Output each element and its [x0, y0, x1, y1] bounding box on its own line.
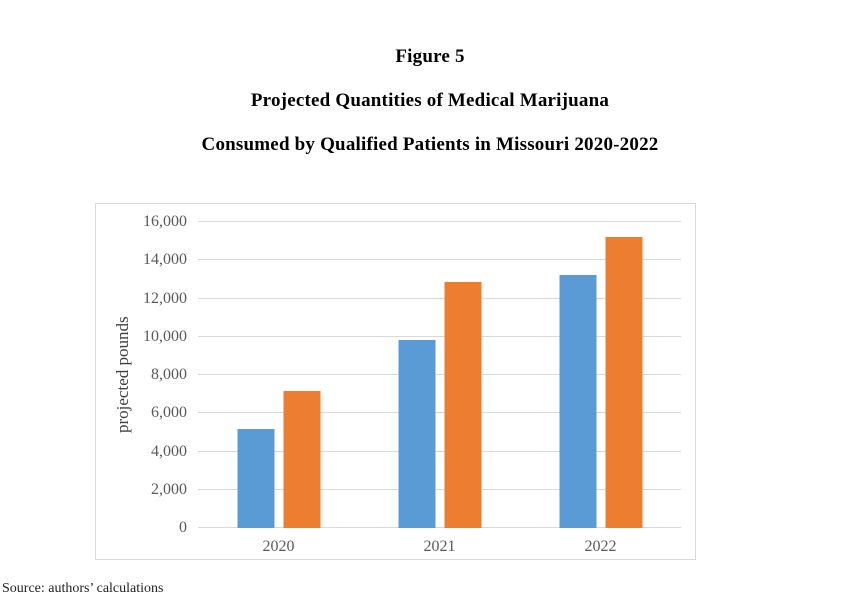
y-tick-label: 10,000 [143, 327, 187, 345]
gridline [198, 221, 681, 222]
y-axis-ticks: 0 2,000 4,000 6,000 8,000 10,000 12,000 14,000 1… [96, 204, 193, 559]
figure-title-line1: Projected Quantities of Medical Marijuan… [250, 90, 610, 111]
bar-2022-series-2 [605, 237, 642, 528]
x-tick-label-2021: 2021 [423, 538, 456, 555]
category-2022 [520, 222, 681, 528]
bar-chart: projected pounds 0 2,000 4,000 6,000 8,000 10… [95, 203, 696, 560]
bar-2020-series-1 [237, 428, 274, 528]
category-2020 [198, 222, 359, 528]
bar-2021-series-1 [398, 339, 435, 528]
bar-2020-series-2 [283, 391, 320, 528]
gridline [198, 335, 681, 337]
gridline [198, 297, 681, 299]
bar-group-2022 [559, 222, 642, 528]
bar-2021-series-2 [444, 282, 481, 528]
y-tick-label: 8,000 [151, 366, 187, 383]
bar-categories [198, 222, 681, 528]
source-note: Source: authors’ calculations [2, 581, 164, 596]
gridline [198, 374, 681, 375]
gridline [198, 412, 681, 414]
bar-group-2021 [398, 222, 481, 528]
y-tick-label: 12,000 [143, 289, 187, 307]
x-tick-label-2022: 2022 [584, 538, 617, 555]
x-axis-labels: 2020 2021 2022 [198, 538, 681, 556]
y-tick-label: 14,000 [143, 251, 187, 269]
figure-title-line2: Consumed by Qualified Patients in Missou… [201, 134, 659, 155]
plot-area [198, 221, 681, 528]
category-2021 [359, 222, 520, 528]
bar-group-2020 [237, 222, 320, 528]
gridline [198, 259, 681, 261]
y-tick-label: 2,000 [151, 480, 187, 498]
y-tick-label: 0 [179, 519, 187, 536]
y-tick-label: 4,000 [151, 442, 187, 460]
gridline [198, 488, 681, 490]
y-tick-label: 6,000 [151, 404, 187, 422]
bar-2022-series-1 [559, 274, 596, 528]
y-tick-label: 16,000 [143, 213, 187, 230]
figure-number: Figure 5 [395, 46, 465, 67]
x-tick-label-2020: 2020 [262, 538, 295, 555]
gridline [198, 527, 681, 528]
figure-titles: Figure 5 Projected Quantities of Medical… [0, 46, 860, 178]
gridline [198, 450, 681, 452]
